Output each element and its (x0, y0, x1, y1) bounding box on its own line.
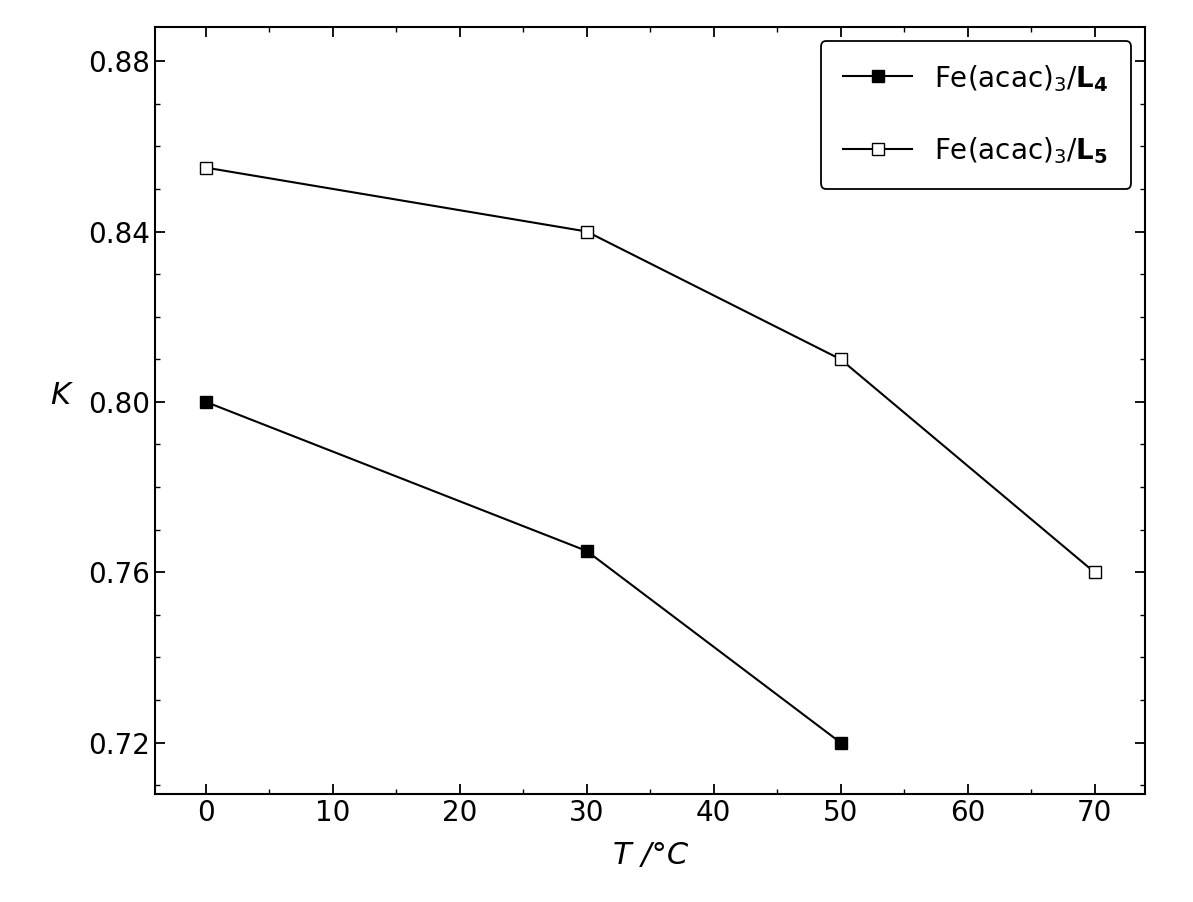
Legend: Fe(acac)$_3$/$\mathbf{L_4}$, Fe(acac)$_3$/$\mathbf{L_5}$: Fe(acac)$_3$/$\mathbf{L_4}$, Fe(acac)$_3… (821, 41, 1131, 189)
X-axis label: T /°C: T /°C (613, 841, 687, 870)
Y-axis label: K: K (50, 382, 70, 410)
